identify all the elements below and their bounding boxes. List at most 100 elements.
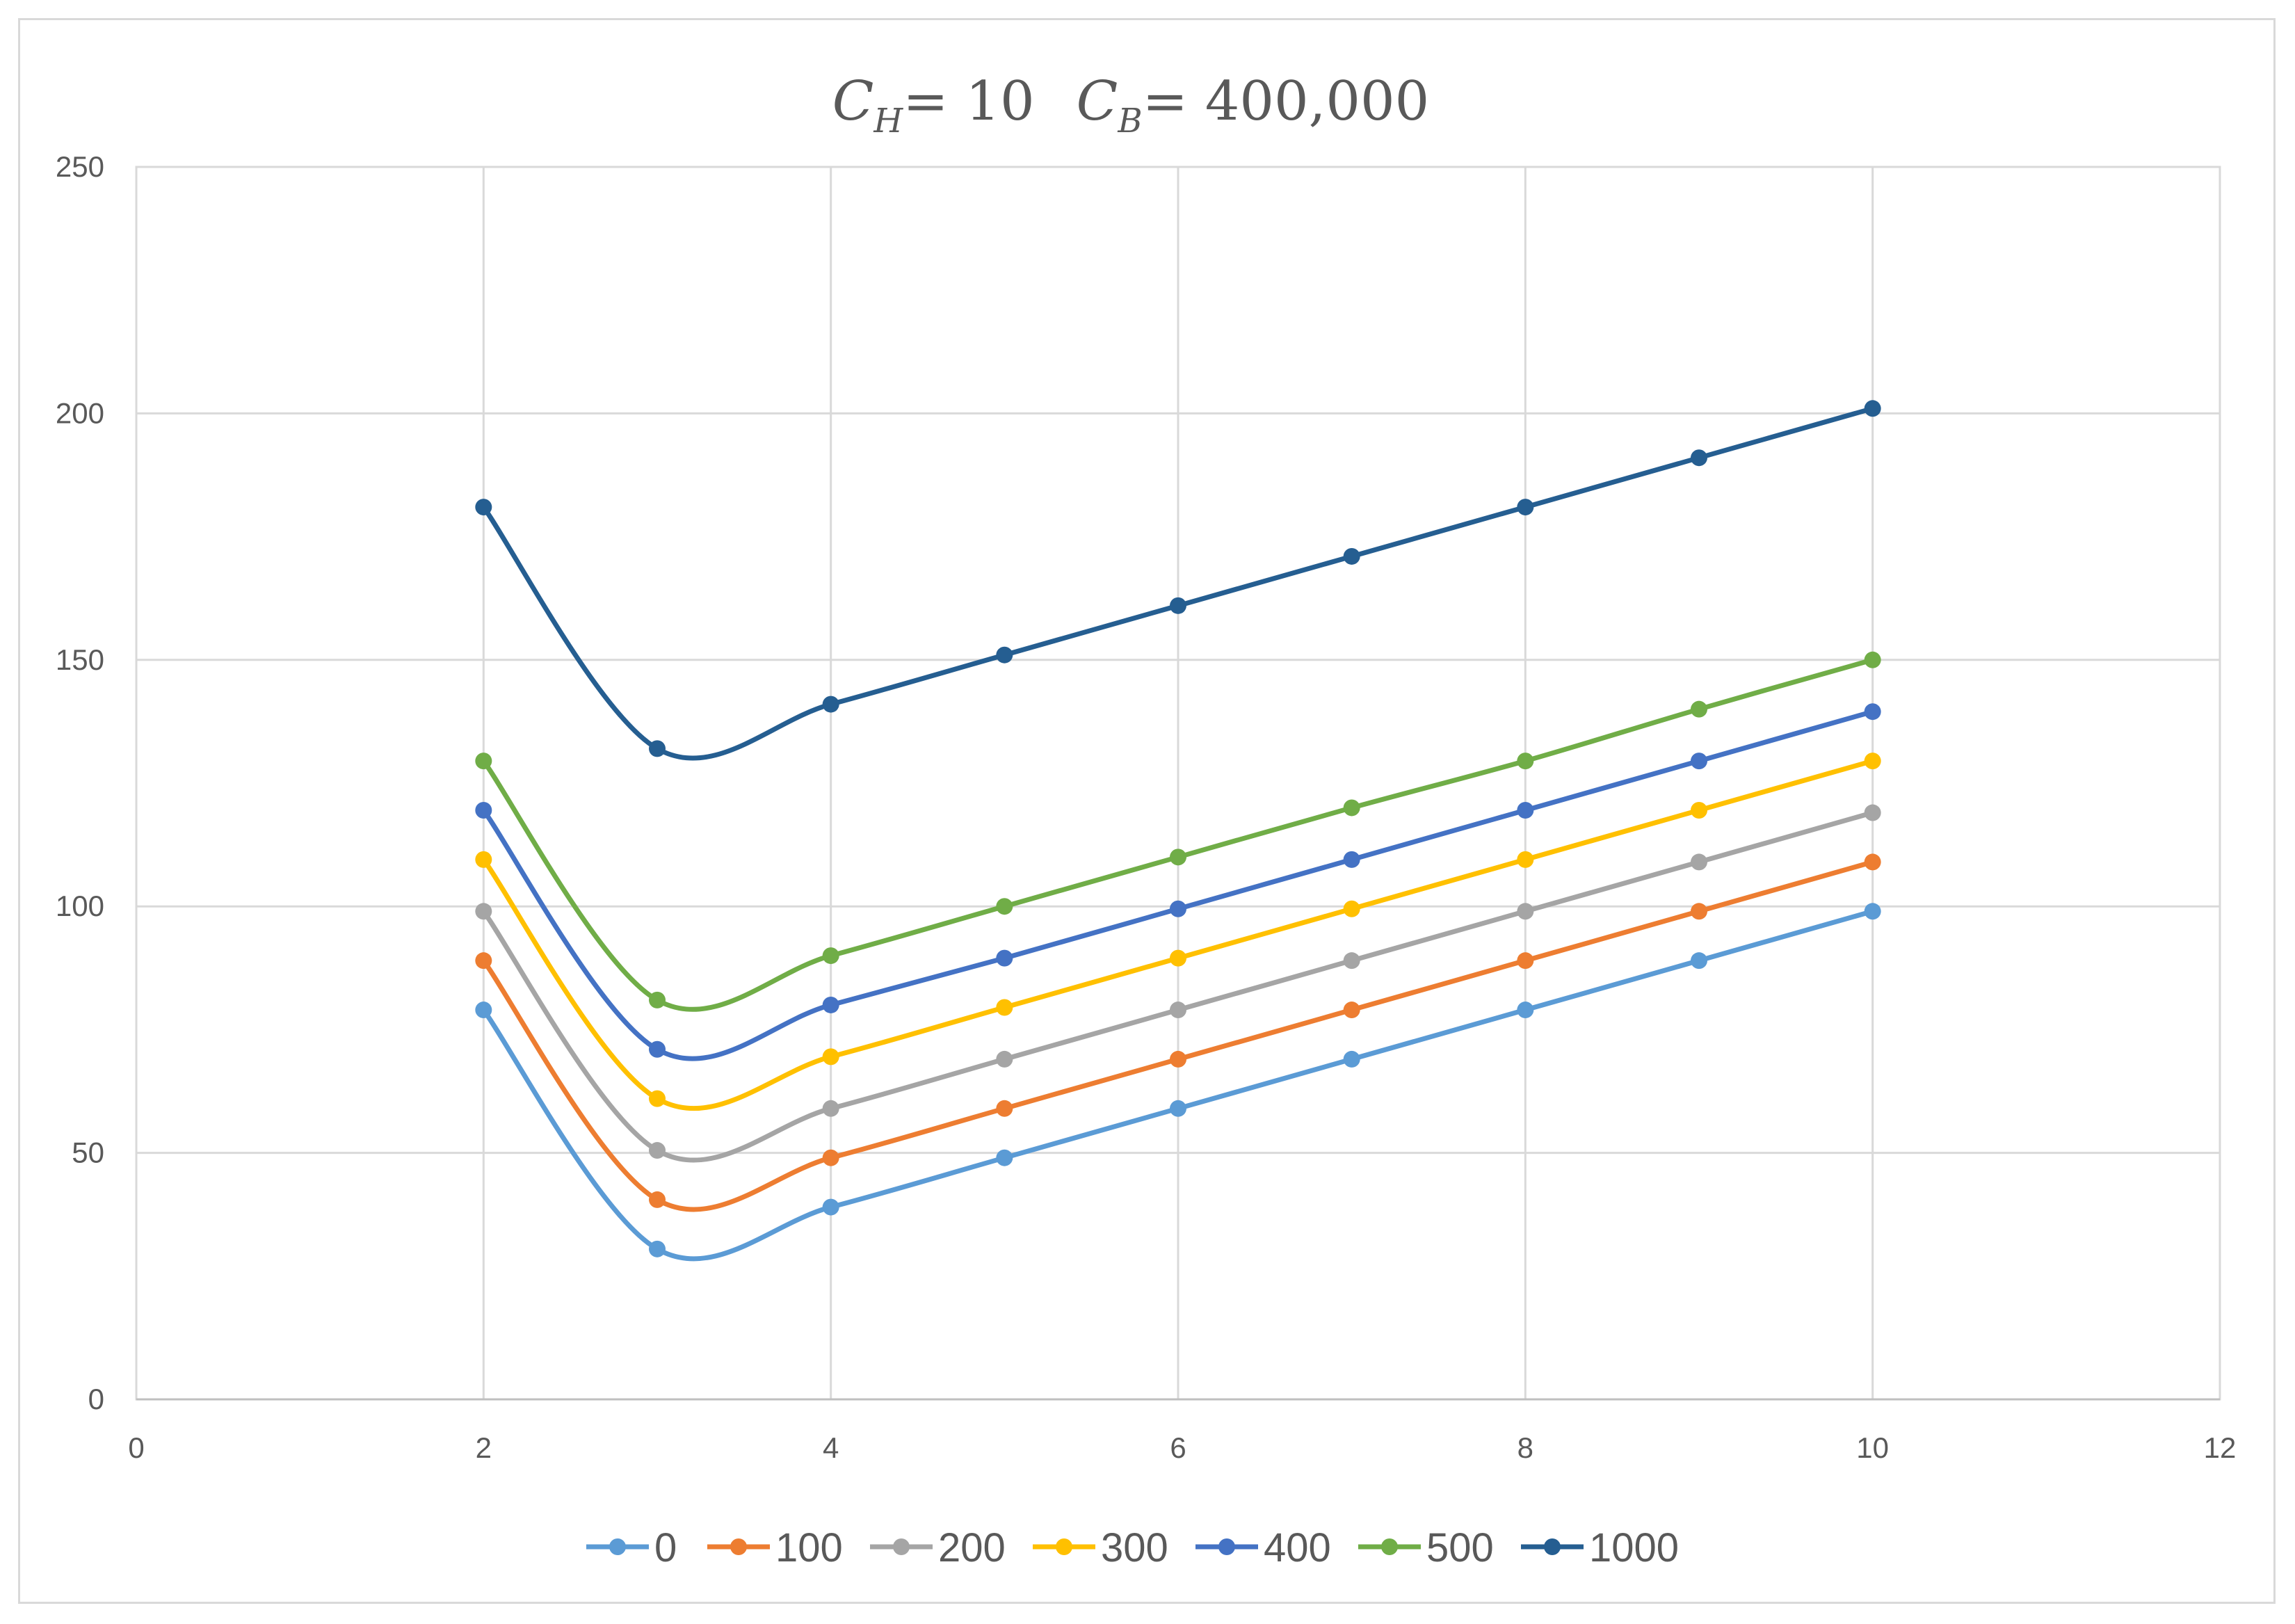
data-point-300-x3 — [649, 1090, 666, 1107]
data-point-0-x9 — [1691, 952, 1707, 970]
legend-marker-300 — [1056, 1538, 1072, 1555]
x-tick-label-6: 6 — [1170, 1431, 1186, 1464]
series-line-1000 — [481, 405, 1876, 761]
y-tick-label-0: 0 — [88, 1383, 104, 1415]
legend-marker-200 — [893, 1538, 910, 1555]
data-point-500-x5 — [996, 898, 1013, 915]
data-point-400-x8 — [1517, 801, 1534, 819]
data-point-400-x4 — [822, 996, 839, 1013]
data-point-500-x10 — [1864, 651, 1881, 668]
data-point-100-x7 — [1343, 1002, 1360, 1019]
data-point-200-x3 — [649, 1142, 666, 1159]
data-point-100-x10 — [1864, 853, 1881, 871]
data-point-100-x5 — [996, 1100, 1013, 1117]
data-point-300-x4 — [822, 1048, 839, 1066]
y-tick-label-100: 100 — [56, 890, 104, 922]
series-300 — [475, 753, 1881, 1111]
data-point-100-x4 — [822, 1149, 839, 1166]
data-point-500-x8 — [1517, 753, 1534, 770]
data-point-0-x3 — [649, 1240, 666, 1257]
chart-title: CH= 10 CB= 400,000 — [832, 70, 1430, 140]
data-point-0-x8 — [1517, 1002, 1534, 1019]
series-0 — [475, 903, 1881, 1262]
data-point-500-x9 — [1691, 700, 1707, 718]
data-point-1000-x4 — [822, 696, 839, 713]
data-point-100-x6 — [1170, 1050, 1186, 1068]
data-point-400-x2 — [475, 801, 492, 819]
data-point-200-x5 — [996, 1050, 1013, 1068]
data-point-0-x4 — [822, 1198, 839, 1216]
x-tick-label-10: 10 — [1856, 1431, 1889, 1464]
data-point-100-x2 — [475, 952, 492, 970]
data-point-100-x9 — [1691, 903, 1707, 920]
x-tick-label-8: 8 — [1517, 1431, 1533, 1464]
legend-item-400: 400 — [1195, 1525, 1331, 1570]
series-line-400 — [481, 709, 1876, 1061]
series-200 — [475, 804, 1881, 1163]
legend-item-0: 0 — [586, 1525, 677, 1570]
series-500 — [475, 651, 1881, 1012]
series-100 — [475, 853, 1881, 1212]
legend-label-300: 300 — [1101, 1525, 1168, 1570]
data-point-0-x10 — [1864, 903, 1881, 920]
x-tick-label-0: 0 — [128, 1431, 144, 1464]
data-point-400-x6 — [1170, 900, 1186, 917]
data-point-200-x8 — [1517, 903, 1534, 920]
data-point-500-x6 — [1170, 849, 1186, 866]
legend-label-200: 200 — [938, 1525, 1006, 1570]
data-point-0-x6 — [1170, 1100, 1186, 1117]
data-point-1000-x7 — [1343, 547, 1360, 565]
data-point-500-x2 — [475, 753, 492, 770]
data-point-200-x4 — [822, 1100, 839, 1117]
grid-layer — [135, 166, 2221, 1401]
chart-frame: CH= 10 CB= 400,000 0 50 100 150 200 250 0 2 4 6 8 10… — [18, 18, 2276, 1604]
legend: 0 100 200 300 400 500 1000 — [586, 1525, 1679, 1570]
data-point-500-x7 — [1343, 799, 1360, 817]
legend-item-500: 500 — [1358, 1525, 1494, 1570]
data-point-400-x3 — [649, 1040, 666, 1058]
data-point-0-x2 — [475, 1002, 492, 1019]
series-line-500 — [481, 657, 1876, 1012]
legend-item-100: 100 — [707, 1525, 843, 1570]
legend-label-100: 100 — [775, 1525, 843, 1570]
series-400 — [475, 703, 1881, 1061]
axis-layer: 0 50 100 150 200 250 0 2 4 6 8 10 12 — [56, 150, 2236, 1464]
x-tick-label-4: 4 — [823, 1431, 839, 1464]
data-point-300-x10 — [1864, 753, 1881, 770]
series-layer — [475, 400, 1881, 1262]
legend-label-400: 400 — [1264, 1525, 1331, 1570]
legend-marker-1000 — [1544, 1538, 1561, 1555]
legend-item-200: 200 — [870, 1525, 1006, 1570]
data-point-500-x3 — [649, 991, 666, 1008]
legend-marker-100 — [730, 1538, 747, 1555]
x-tick-label-12: 12 — [2204, 1431, 2237, 1464]
series-line-0 — [481, 908, 1876, 1262]
data-point-400-x7 — [1343, 851, 1360, 868]
data-point-300-x6 — [1170, 949, 1186, 967]
data-point-0-x5 — [996, 1149, 1013, 1166]
data-point-200-x10 — [1864, 804, 1881, 821]
legend-item-1000: 1000 — [1521, 1525, 1679, 1570]
data-point-1000-x3 — [649, 740, 666, 757]
data-point-1000-x8 — [1517, 499, 1534, 516]
y-tick-label-250: 250 — [56, 150, 104, 183]
series-line-300 — [481, 758, 1876, 1111]
data-point-200-x2 — [475, 903, 492, 920]
legend-label-500: 500 — [1426, 1525, 1494, 1570]
data-point-300-x2 — [475, 851, 492, 868]
legend-item-300: 300 — [1033, 1525, 1168, 1570]
data-point-300-x7 — [1343, 900, 1360, 917]
data-point-200-x9 — [1691, 853, 1707, 871]
data-point-1000-x6 — [1170, 597, 1186, 614]
data-point-400-x10 — [1864, 703, 1881, 721]
y-tick-label-50: 50 — [72, 1136, 104, 1169]
legend-marker-0 — [609, 1538, 626, 1555]
data-point-0-x7 — [1343, 1050, 1360, 1068]
data-point-200-x6 — [1170, 1002, 1186, 1019]
series-line-200 — [481, 810, 1876, 1163]
data-point-300-x8 — [1517, 851, 1534, 868]
data-point-300-x5 — [996, 999, 1013, 1016]
data-point-1000-x10 — [1864, 400, 1881, 417]
legend-label-0: 0 — [654, 1525, 677, 1570]
